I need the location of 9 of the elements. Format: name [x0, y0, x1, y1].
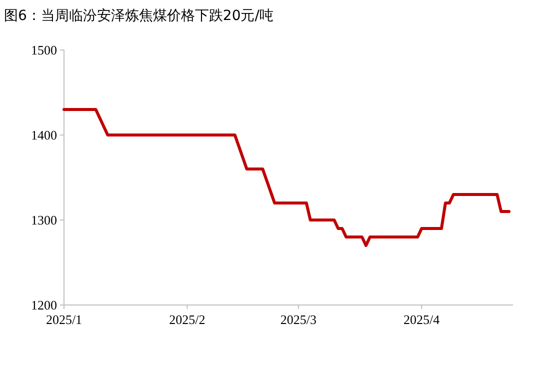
x-tick-label: 2025/3: [280, 312, 316, 327]
y-tick-label: 1200: [31, 298, 57, 312]
x-tick-label: 2025/4: [404, 312, 440, 327]
y-tick-label: 1500: [31, 42, 57, 58]
chart-title: 图6：当周临汾安泽炼焦煤价格下跌20元/吨: [4, 8, 274, 24]
x-tick-label: 2025/2: [169, 312, 206, 327]
y-tick-label: 1400: [31, 128, 57, 142]
x-tick-label: 2025/1: [46, 312, 82, 327]
y-tick-label: 1300: [31, 212, 57, 228]
